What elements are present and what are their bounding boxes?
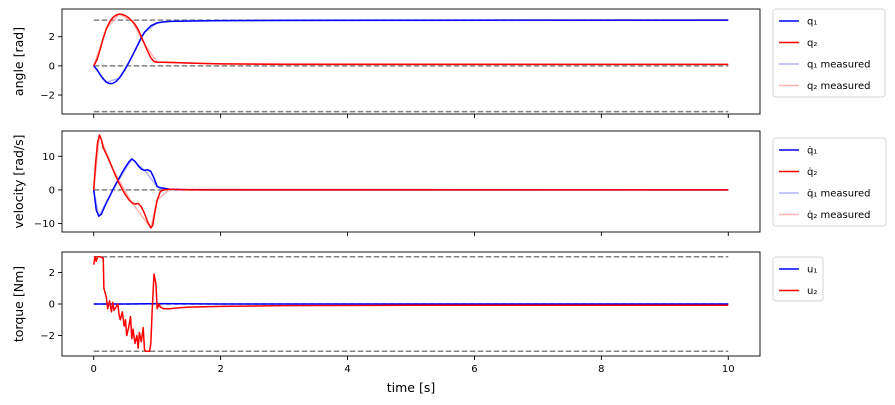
y-tick-label: 0 [49,185,55,196]
legend-entry: q₁ [807,17,817,28]
axes-frame [61,130,761,233]
panel-1: −2 0 2 angle [rad] q₁ q₂ q₁ measured q₂ measure… [11,8,886,118]
legend-entry: u₂ [807,286,817,297]
y-tick-label: 2 [49,32,55,43]
legend-frame [772,8,886,98]
series-line-q2-p1 [93,13,729,67]
y-tick-label: −2 [40,331,55,342]
x-tick-label: 6 [471,364,477,375]
legend-entry: u₁ [807,265,817,276]
y-axis-label: velocity [rad/s] [11,134,26,228]
x-tick-label: 2 [217,364,223,375]
y-tick-label: −2 [40,91,55,102]
panels: −2 0 2 angle [rad] q₁ q₂ q₁ measured q₂ measure… [11,8,887,375]
legend-frame [772,137,887,227]
series-line-q-1-p2 [92,158,729,217]
legend: q̇₁ q̇₂ q̇₁ measured q̇₂ measured [772,137,887,227]
x-tick-label: 10 [722,364,735,375]
legend-entry: q̇₁ measured [807,188,871,200]
x-tick-label: 0 [91,364,97,375]
legend: q₁ q₂ q₁ measured q₂ measured [772,8,886,98]
legend: u₁ u₂ [772,256,824,302]
x-axis-label: time [s] [387,380,435,395]
y-tick-label: 0 [49,300,55,311]
panel-2: −10 0 10 velocity [rad/s] q̇₁ q̇₂ q̇₁ measured… [11,130,887,236]
y-tick-label: 10 [42,152,55,163]
legend-entry: q̇₂ [807,166,817,178]
legend-entry: q̇₂ measured [807,209,871,221]
y-tick-label: −10 [34,219,55,230]
y-axis-label: torque [Nm] [11,266,26,342]
legend-entry: q₁ measured [807,60,871,71]
series-line-u2-p3 [92,255,729,353]
panel-3: 0 2 4 6 8 10 −2 0 2 torque [Nm] u₁ u₂ [11,251,824,375]
x-tick-label: 8 [598,364,604,375]
x-tick-label: 4 [344,364,350,375]
series-line-q1-p1 [93,19,729,85]
series-line-q-2-p2 [92,134,729,229]
legend-entry: q̇₁ [807,145,817,157]
y-tick-label: 0 [49,61,55,72]
y-tick-label: 2 [49,268,55,279]
legend-entry: q₂ measured [807,81,871,92]
legend-entry: q₂ [807,38,817,49]
y-axis-label: angle [rad] [11,27,26,96]
axes-frame [61,8,761,115]
